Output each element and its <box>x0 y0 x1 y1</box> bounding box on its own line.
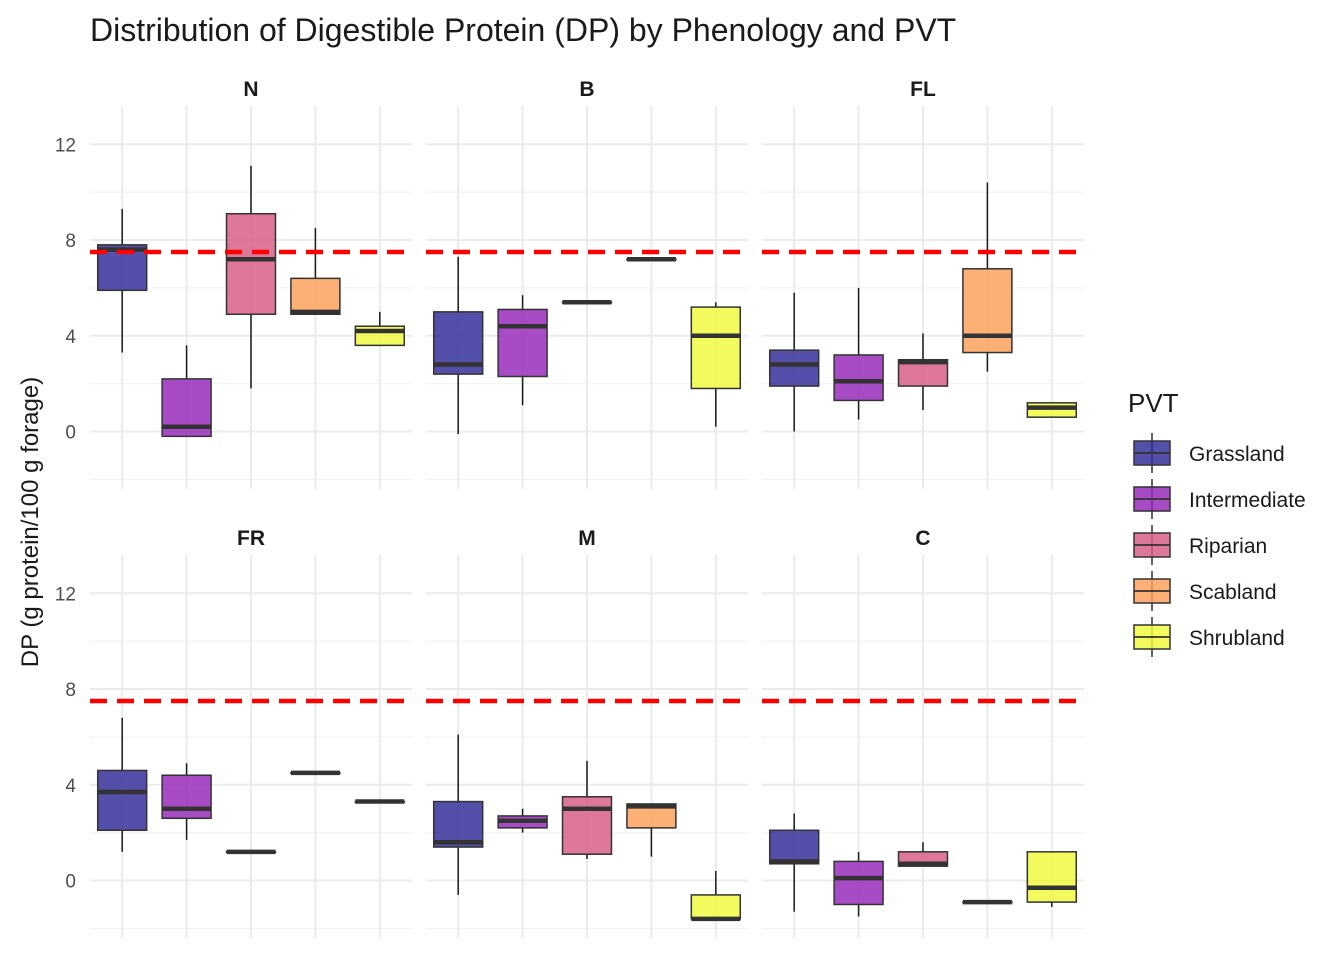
box-grassland <box>432 256 484 434</box>
box-shrubland <box>690 870 742 922</box>
box-riparian <box>897 842 949 867</box>
box-iqr <box>626 803 677 829</box>
y-tick-label: 8 <box>65 231 76 252</box>
box-grassland <box>96 208 148 353</box>
box-grassland <box>432 734 484 895</box>
box-grassland <box>96 717 148 852</box>
box-scabland <box>626 256 677 262</box>
box-iqr <box>225 212 277 316</box>
box-intermediate <box>497 808 548 833</box>
facet-label: N <box>243 78 258 101</box>
box-intermediate <box>161 345 212 438</box>
facet-label: FR <box>237 527 265 550</box>
facet-label: FL <box>910 78 936 101</box>
box-shrubland <box>354 311 406 347</box>
box-iqr <box>690 894 742 920</box>
box-iqr <box>432 800 484 848</box>
box-intermediate <box>497 295 548 406</box>
y-tick-label: 0 <box>65 872 76 893</box>
box-shrubland <box>1026 851 1078 907</box>
box-riparian <box>225 849 277 855</box>
legend-label: Grassland <box>1189 443 1285 466</box>
facet-panel-C: C <box>762 527 1084 938</box>
y-tick-label: 8 <box>65 680 76 701</box>
box-iqr <box>768 349 820 387</box>
box-iqr <box>962 268 1013 354</box>
facet-panel-B: B <box>426 78 748 489</box>
facet-panels: N 0 4 8 12 B FL FR 0 4 8 12 M C <box>55 78 1084 938</box>
box-riparian <box>561 760 613 860</box>
box-scabland <box>290 770 341 776</box>
box-scabland <box>626 803 677 857</box>
box-iqr <box>1026 402 1078 418</box>
box-iqr <box>290 277 341 316</box>
box-riparian <box>561 300 613 305</box>
y-tick-label: 4 <box>65 327 76 348</box>
y-tick-label: 12 <box>55 135 76 156</box>
box-scabland <box>962 182 1013 372</box>
y-tick-label: 4 <box>65 776 76 797</box>
legend-label: Riparian <box>1189 535 1267 558</box>
box-iqr <box>690 306 742 390</box>
box-iqr <box>561 796 613 855</box>
box-intermediate <box>833 851 884 917</box>
facet-label: B <box>579 78 594 101</box>
legend-label: Scabland <box>1189 581 1277 604</box>
box-scabland <box>962 899 1013 905</box>
y-tick-label: 0 <box>65 423 76 444</box>
box-iqr <box>833 860 884 906</box>
chart-title: Distribution of Digestible Protein (DP) … <box>90 12 956 48</box>
facet-panel-FL: FL <box>762 78 1084 489</box>
box-iqr <box>1026 851 1078 903</box>
legend: PVT Grassland Intermediate Riparian Scabland… <box>1128 388 1306 657</box>
legend-item-riparian: Riparian <box>1133 525 1267 565</box>
box-riparian <box>897 333 949 411</box>
facet-panel-N: N 0 4 8 12 <box>55 78 412 489</box>
facet-panel-M: M <box>426 527 748 938</box>
y-axis-label: DP (g protein/100 g forage) <box>17 377 44 667</box>
box-shrubland <box>354 799 406 804</box>
box-riparian <box>225 165 277 389</box>
legend-item-grassland: Grassland <box>1133 433 1285 473</box>
box-iqr <box>497 308 548 378</box>
box-grassland <box>768 813 820 912</box>
box-iqr <box>833 354 884 402</box>
box-iqr <box>768 829 820 865</box>
box-shrubland <box>690 302 742 427</box>
legend-label: Shrubland <box>1189 627 1285 650</box>
y-tick-label: 12 <box>55 584 76 605</box>
facet-panel-FR: FR 0 4 8 12 <box>55 527 412 938</box>
facet-label: M <box>578 527 596 550</box>
legend-title: PVT <box>1128 388 1179 418</box>
box-intermediate <box>833 287 884 420</box>
box-grassland <box>768 292 820 432</box>
box-iqr <box>161 774 212 820</box>
box-iqr <box>96 769 148 832</box>
facet-label: C <box>915 527 930 550</box>
legend-label: Intermediate <box>1189 489 1306 512</box>
legend-item-scabland: Scabland <box>1133 571 1277 611</box>
box-intermediate <box>161 763 212 840</box>
box-shrubland <box>1026 402 1078 418</box>
legend-item-intermediate: Intermediate <box>1133 479 1306 519</box>
legend-item-shrubland: Shrubland <box>1133 617 1285 657</box>
